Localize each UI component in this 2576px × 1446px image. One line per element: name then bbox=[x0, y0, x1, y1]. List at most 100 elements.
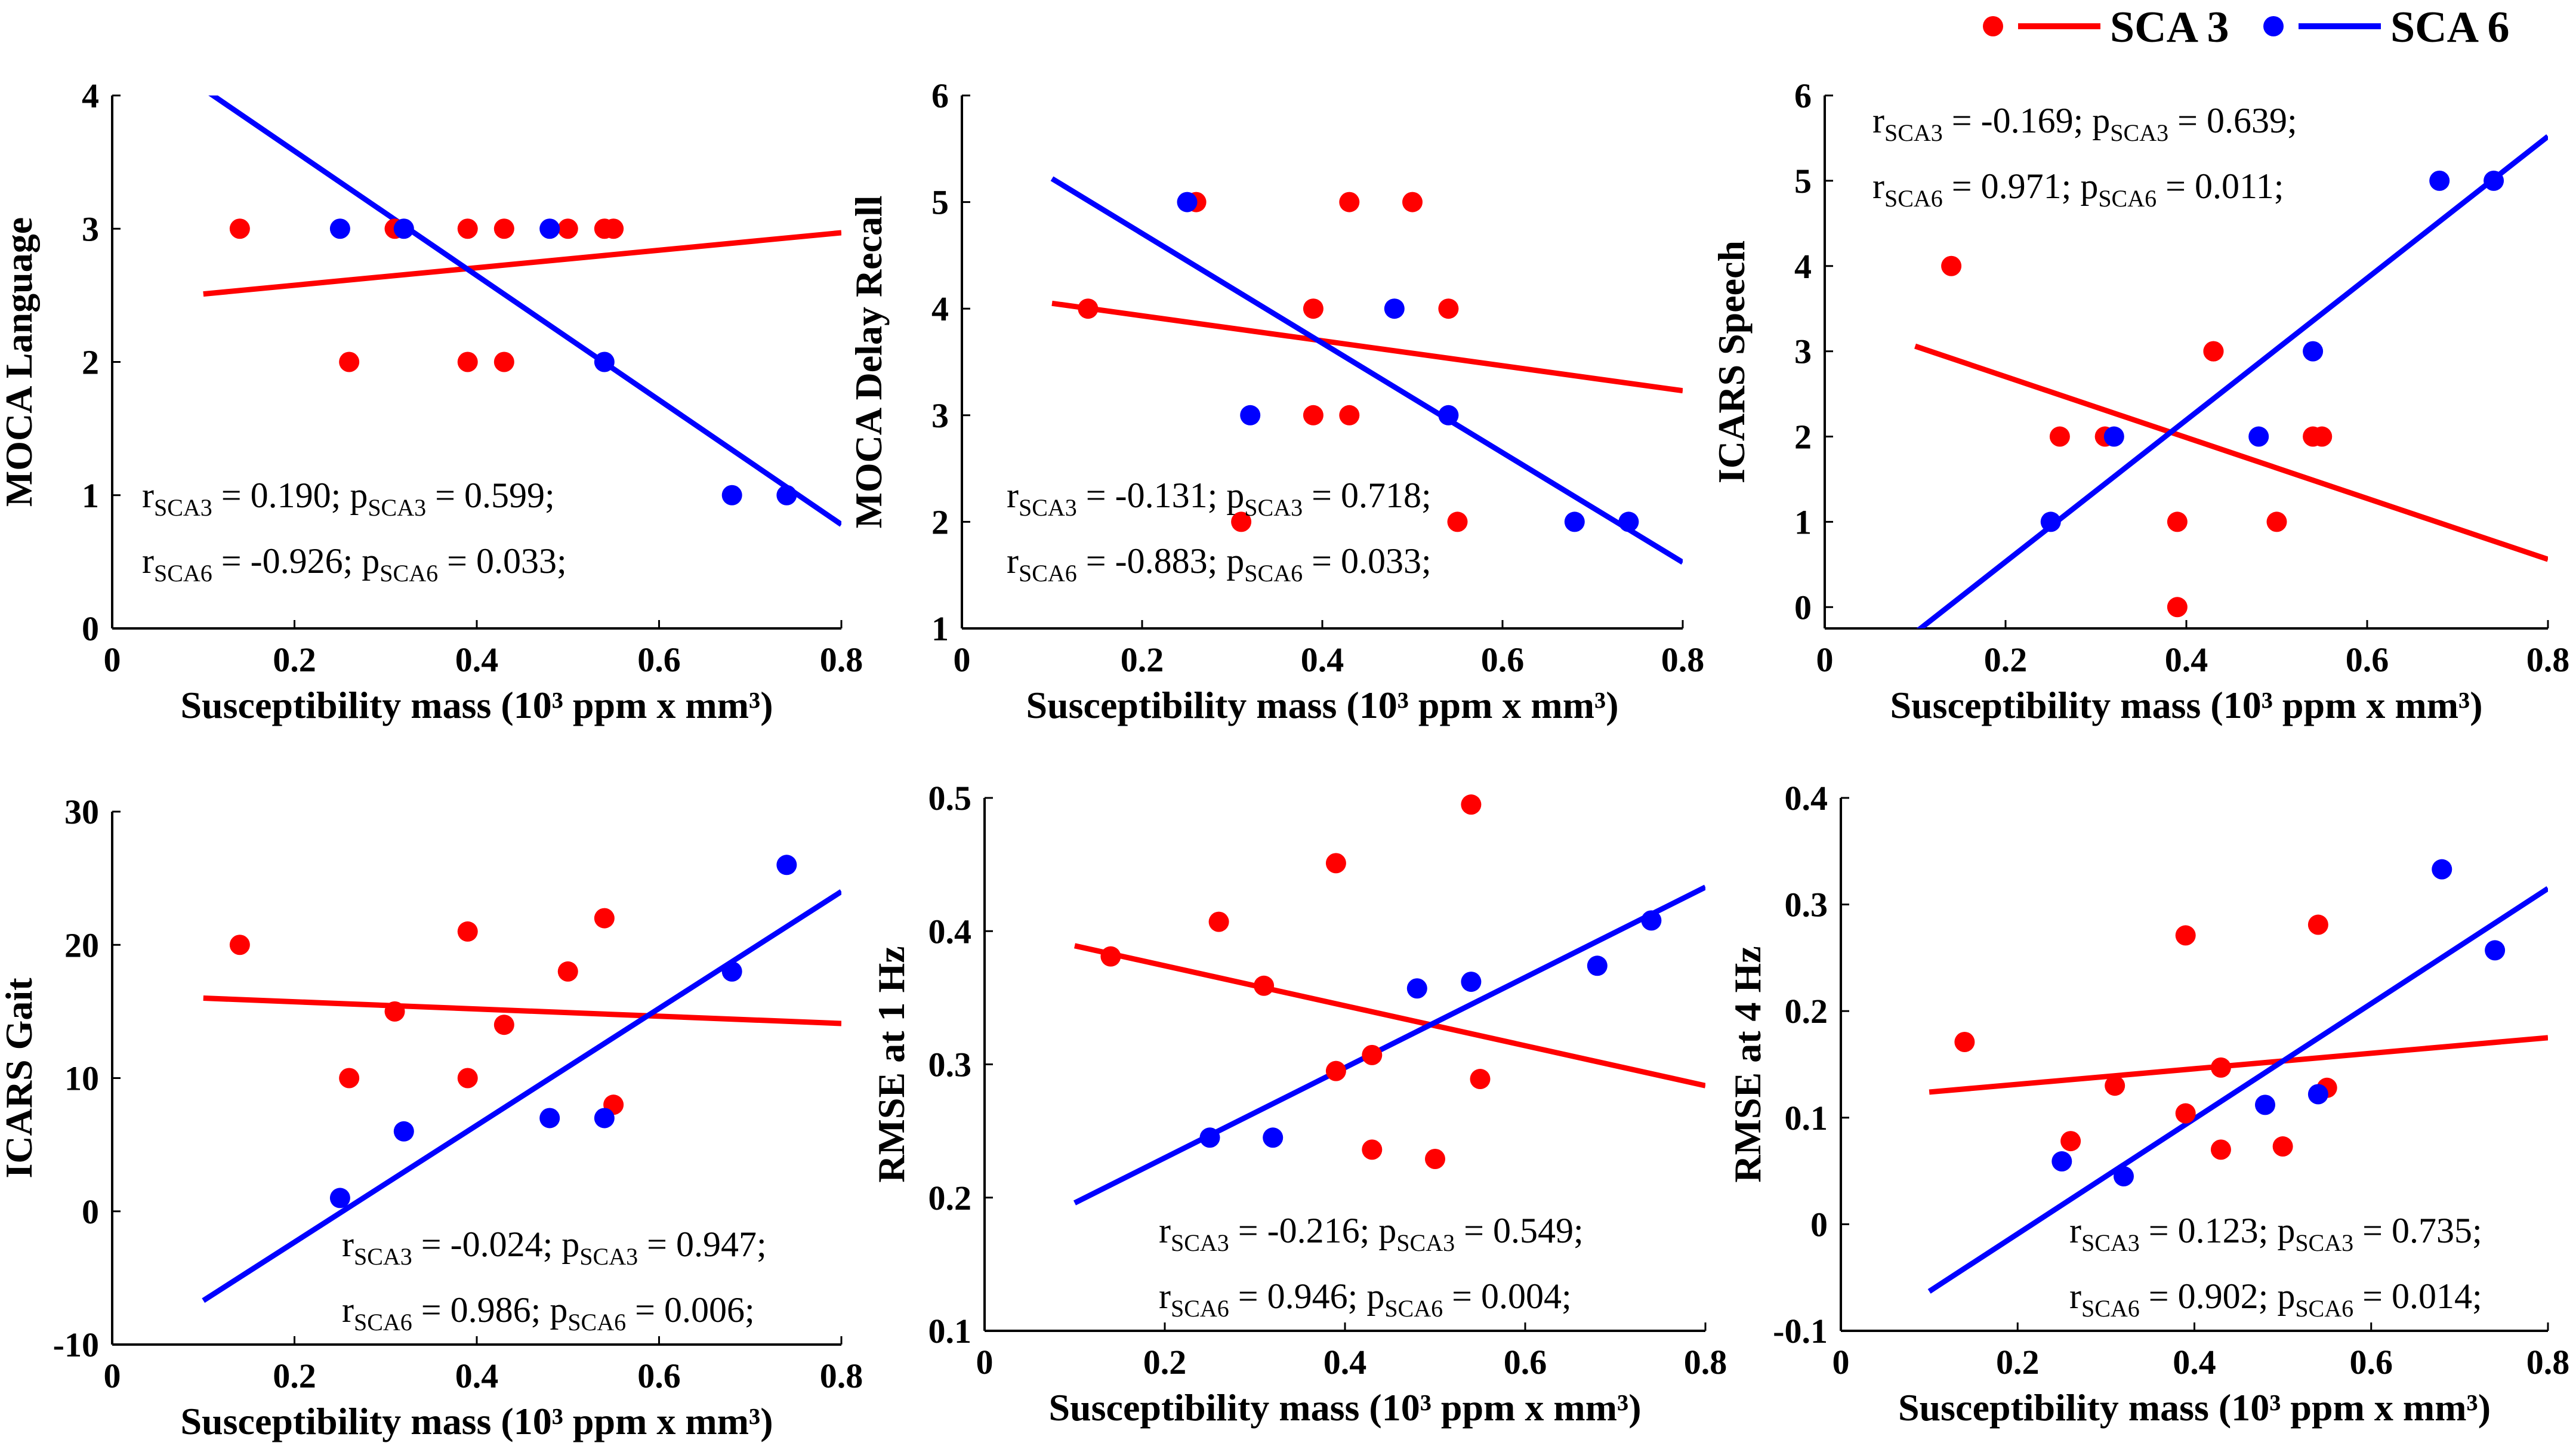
data-point-sca3 bbox=[1447, 511, 1468, 532]
x-axis-label: Susceptibility mass (10³ ppm x mm³) bbox=[180, 1400, 773, 1442]
stat-p-label: p bbox=[550, 1290, 567, 1330]
stat-r-label: r bbox=[1007, 541, 1019, 581]
stat-r-sub: SCA6 bbox=[1019, 560, 1077, 587]
y-tick-label: 0.3 bbox=[928, 1046, 972, 1084]
stat-r-value: = 0.971; bbox=[1943, 167, 2081, 206]
x-tick-label: 0.2 bbox=[273, 1356, 316, 1395]
stat-p-label: p bbox=[562, 1225, 579, 1264]
stat-p-label: p bbox=[1378, 1211, 1396, 1250]
x-tick-label: 0.4 bbox=[1324, 1343, 1367, 1382]
y-tick-label: 0 bbox=[82, 1192, 99, 1231]
data-point-sca3 bbox=[1362, 1139, 1383, 1160]
x-tick-label: 0.2 bbox=[1143, 1343, 1187, 1382]
fit-line-sca6 bbox=[202, 889, 841, 1303]
data-point-sca6 bbox=[1618, 511, 1639, 532]
stat-annotation: rSCA3 = 0.123; pSCA3 = 0.735; bbox=[2069, 1211, 2482, 1256]
fit-line-sca3 bbox=[1914, 343, 2548, 562]
data-point-sca6 bbox=[2429, 170, 2450, 191]
y-tick-label: 0.2 bbox=[1785, 992, 1828, 1031]
stat-r-value: = -0.926; bbox=[212, 541, 362, 581]
fit-line-sca6 bbox=[1050, 176, 1683, 565]
data-point-sca3 bbox=[2175, 1103, 2196, 1124]
stat-r-value: = -0.169; bbox=[1943, 101, 2093, 140]
fit-line-sca6 bbox=[208, 95, 841, 527]
data-point-sca3 bbox=[457, 921, 478, 942]
data-point-sca3 bbox=[1339, 192, 1360, 212]
data-point-sca6 bbox=[721, 485, 742, 505]
x-tick-label: 0 bbox=[954, 640, 971, 679]
stat-p-sub: SCA6 bbox=[1384, 1295, 1443, 1322]
x-tick-label: 0 bbox=[1832, 1343, 1850, 1382]
stat-p-sub: SCA6 bbox=[2098, 185, 2157, 212]
data-point-sca3 bbox=[1078, 298, 1099, 319]
data-point-sca3 bbox=[2272, 1136, 2293, 1157]
data-point-sca6 bbox=[329, 1188, 350, 1208]
data-point-sca6 bbox=[2051, 1151, 2072, 1172]
legend-marker-sca3 bbox=[1983, 16, 2003, 36]
data-point-sca3 bbox=[1254, 975, 1275, 996]
data-point-sca6 bbox=[1564, 511, 1585, 532]
data-point-sca3 bbox=[339, 352, 360, 372]
stat-r-value: = -0.131; bbox=[1077, 476, 1227, 515]
x-tick-label: 0.6 bbox=[2350, 1343, 2393, 1382]
y-tick-label: 3 bbox=[82, 209, 99, 248]
panel-5: 0 0.2 0.4 0.6 0.8 0.1 0.2 0.3 0.4 0.5 Susceptibili… bbox=[870, 779, 1727, 1429]
data-point-sca6 bbox=[1240, 405, 1261, 426]
y-tick-label: 4 bbox=[82, 76, 99, 115]
data-point-sca3 bbox=[493, 218, 514, 239]
x-tick-label: 0.6 bbox=[637, 1356, 681, 1395]
stat-p-value: = 0.033; bbox=[1303, 541, 1432, 581]
y-tick-label: 1 bbox=[82, 476, 99, 515]
y-tick-label: 2 bbox=[82, 343, 99, 382]
data-point-sca3 bbox=[1362, 1044, 1383, 1065]
y-tick-label: 0.1 bbox=[1785, 1099, 1828, 1137]
data-point-sca6 bbox=[1177, 192, 1198, 212]
data-point-sca6 bbox=[2103, 426, 2124, 447]
data-point-sca6 bbox=[2484, 170, 2504, 191]
data-point-sca6 bbox=[2255, 1094, 2275, 1115]
data-point-sca3 bbox=[1954, 1031, 1975, 1052]
stat-r-label: r bbox=[142, 476, 154, 515]
y-tick-label: 2 bbox=[1794, 418, 1812, 457]
data-point-sca3 bbox=[2312, 426, 2333, 447]
stat-p-sub: SCA3 bbox=[1396, 1229, 1455, 1256]
x-tick-label: 0.4 bbox=[2173, 1343, 2216, 1382]
legend-label: SCA 6 bbox=[2390, 3, 2509, 52]
data-point-sca6 bbox=[2040, 511, 2061, 532]
data-point-sca3 bbox=[2060, 1131, 2081, 1152]
y-tick-label: -10 bbox=[53, 1325, 99, 1364]
data-point-sca3 bbox=[384, 1001, 405, 1022]
stat-r-value: = -0.024; bbox=[412, 1225, 562, 1264]
stat-r-sub: SCA3 bbox=[1171, 1229, 1229, 1256]
y-tick-label: 10 bbox=[64, 1059, 99, 1098]
stat-annotation: rSCA3 = -0.024; pSCA3 = 0.947; bbox=[342, 1225, 767, 1270]
data-point-sca6 bbox=[721, 961, 742, 982]
x-tick-label: 0.6 bbox=[1504, 1343, 1547, 1382]
y-tick-label: 30 bbox=[64, 793, 99, 831]
y-tick-label: 0.2 bbox=[928, 1179, 972, 1217]
data-point-sca6 bbox=[329, 218, 350, 239]
stat-p-value: = 0.006; bbox=[626, 1290, 755, 1330]
stat-p-value: = 0.014; bbox=[2353, 1277, 2482, 1316]
stat-r-sub: SCA6 bbox=[154, 560, 212, 587]
stat-r-sub: SCA3 bbox=[1019, 494, 1077, 521]
stat-p-label: p bbox=[2277, 1277, 2295, 1316]
stat-p-value: = 0.011; bbox=[2157, 167, 2284, 206]
x-tick-label: 0.8 bbox=[2526, 640, 2570, 679]
x-tick-label: 0.6 bbox=[637, 640, 681, 679]
data-point-sca6 bbox=[776, 855, 797, 875]
data-point-sca3 bbox=[557, 218, 578, 239]
stat-annotation: rSCA6 = -0.926; pSCA6 = 0.033; bbox=[142, 541, 567, 587]
data-point-sca3 bbox=[457, 1068, 478, 1089]
x-tick-label: 0.8 bbox=[820, 640, 863, 679]
stat-p-sub: SCA6 bbox=[1244, 560, 1303, 587]
stat-r-label: r bbox=[342, 1225, 354, 1264]
stat-p-label: p bbox=[362, 541, 380, 581]
data-point-sca3 bbox=[2210, 1057, 2231, 1078]
x-tick-label: 0.2 bbox=[1121, 640, 1164, 679]
stat-r-sub: SCA3 bbox=[354, 1243, 412, 1270]
x-tick-label: 0.4 bbox=[1301, 640, 1344, 679]
x-tick-label: 0 bbox=[104, 1356, 121, 1395]
y-tick-label: 0.1 bbox=[928, 1312, 972, 1351]
data-point-sca3 bbox=[493, 352, 514, 372]
